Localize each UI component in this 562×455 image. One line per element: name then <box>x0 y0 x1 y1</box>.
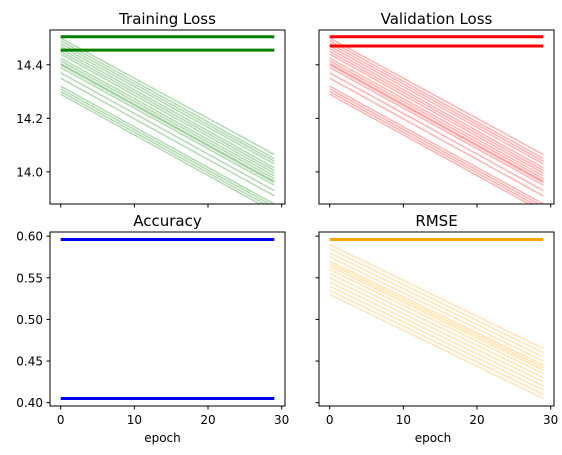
series-line-3 <box>329 37 544 156</box>
series-line-10 <box>60 57 275 177</box>
y-tick-label: 14.2 <box>16 112 43 126</box>
series-line-5 <box>329 256 544 362</box>
series-line-13 <box>329 64 544 184</box>
series-line-14 <box>329 289 544 396</box>
series-line-6 <box>60 45 275 165</box>
panel-training-loss: Training Loss 14.0 14.2 14.4 <box>16 10 286 208</box>
series-line-7 <box>329 48 544 169</box>
series-line-15 <box>60 72 275 192</box>
x-axis-label: epoch <box>415 431 452 445</box>
series-line-20 <box>329 93 531 204</box>
series-lines <box>329 35 544 204</box>
series-line-15 <box>329 72 544 192</box>
series-line-15 <box>329 293 544 400</box>
series-line-10 <box>329 57 544 177</box>
panel-title: Accuracy <box>133 212 202 230</box>
series-line-11 <box>329 60 544 180</box>
x-tick-label: 10 <box>396 413 411 427</box>
x-tick-label: 20 <box>469 413 484 427</box>
series-line-18 <box>60 88 272 204</box>
series-line-16 <box>60 77 275 197</box>
x-tick-label: 0 <box>326 413 334 427</box>
x-tick-label: 30 <box>543 413 558 427</box>
series-line-6 <box>329 45 544 165</box>
series-lines <box>60 35 275 204</box>
series-line-10 <box>329 272 544 379</box>
series-line-3 <box>329 247 544 354</box>
series-line-5 <box>60 42 275 162</box>
series-line-14 <box>60 66 275 186</box>
series-line-14 <box>329 66 544 186</box>
axes-frame <box>318 29 555 205</box>
series-line-7 <box>329 262 544 369</box>
panel-title: Training Loss <box>118 10 216 28</box>
series-line-8 <box>329 50 544 172</box>
x-tick-label: 20 <box>200 413 215 427</box>
panel-rmse: RMSE epoch 0 10 20 30 <box>315 212 558 445</box>
y-tick-label: 0.45 <box>16 355 43 369</box>
panel-title: Validation Loss <box>381 10 493 28</box>
series-line-17 <box>329 85 544 204</box>
series-line-19 <box>329 90 536 204</box>
series-line-9 <box>329 53 544 174</box>
axes-frame <box>49 231 286 407</box>
panel-validation-loss: Validation Loss <box>315 10 555 208</box>
y-tick-label: 0.50 <box>16 313 43 327</box>
series-line-8 <box>60 50 275 172</box>
series-line-13 <box>60 64 275 184</box>
y-tick-label: 0.60 <box>16 230 43 244</box>
series-line-3 <box>60 37 275 156</box>
x-tick-label: 10 <box>127 413 142 427</box>
series-line-12 <box>60 62 275 182</box>
x-axis-label: epoch <box>144 431 181 445</box>
series-line-11 <box>329 277 544 383</box>
series-line-4 <box>329 40 544 160</box>
series-line-20 <box>60 93 262 204</box>
series-line-17 <box>60 85 275 204</box>
axes-frame <box>49 29 286 205</box>
series-line-7 <box>60 48 275 169</box>
series-line-16 <box>329 77 544 197</box>
series-line-4 <box>60 40 275 160</box>
series-line-6 <box>329 260 544 366</box>
series-line-2 <box>329 243 544 350</box>
series-line-9 <box>60 53 275 174</box>
series-line-11 <box>60 60 275 180</box>
series-line-12 <box>329 281 544 387</box>
series-line-19 <box>60 90 267 204</box>
series-line-13 <box>329 285 544 391</box>
panel-title: RMSE <box>415 212 457 230</box>
series-line-12 <box>329 62 544 182</box>
series-line-4 <box>329 252 544 358</box>
x-tick-label: 30 <box>274 413 289 427</box>
y-tick-label: 14.4 <box>16 58 43 72</box>
y-tick-label: 0.40 <box>16 396 43 410</box>
panel-accuracy: Accuracy epoch 0 10 20 30 0.40 0.45 0.50 0.55 0.… <box>16 212 289 445</box>
y-tick-label: 14.0 <box>16 165 43 179</box>
series-line-18 <box>329 88 541 204</box>
y-tick-label: 0.55 <box>16 271 43 285</box>
series-line-9 <box>329 268 544 375</box>
series-line-8 <box>329 265 544 371</box>
series-lines <box>60 237 275 401</box>
series-line-5 <box>329 42 544 162</box>
series-lines <box>329 237 544 400</box>
x-tick-label: 0 <box>57 413 65 427</box>
